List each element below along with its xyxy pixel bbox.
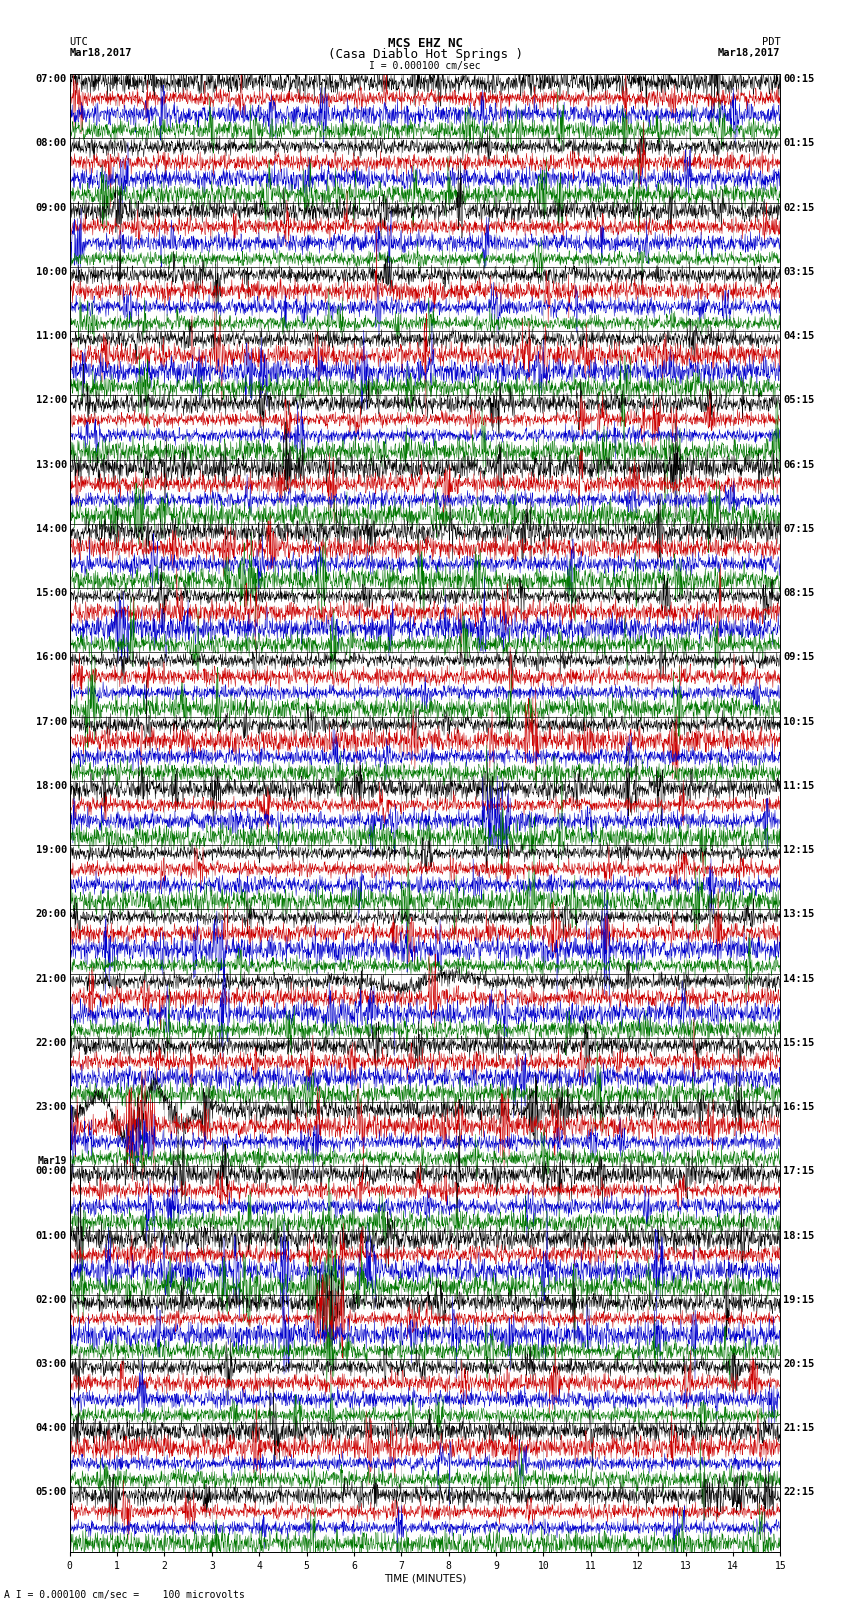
Text: 22:15: 22:15 [783, 1487, 814, 1497]
Text: 14:00: 14:00 [36, 524, 67, 534]
Text: UTC: UTC [70, 37, 88, 47]
Text: 18:00: 18:00 [36, 781, 67, 790]
Text: 05:15: 05:15 [783, 395, 814, 405]
Text: 05:00: 05:00 [36, 1487, 67, 1497]
X-axis label: TIME (MINUTES): TIME (MINUTES) [384, 1574, 466, 1584]
Text: MCS EHZ NC: MCS EHZ NC [388, 37, 462, 50]
Text: 19:15: 19:15 [783, 1295, 814, 1305]
Text: 00:00: 00:00 [36, 1166, 67, 1176]
Text: 09:00: 09:00 [36, 203, 67, 213]
Text: Mar18,2017: Mar18,2017 [70, 48, 133, 58]
Text: 04:15: 04:15 [783, 331, 814, 342]
Text: 04:00: 04:00 [36, 1423, 67, 1434]
Text: 08:00: 08:00 [36, 139, 67, 148]
Text: 12:15: 12:15 [783, 845, 814, 855]
Text: 15:00: 15:00 [36, 589, 67, 598]
Text: 20:00: 20:00 [36, 910, 67, 919]
Text: 01:15: 01:15 [783, 139, 814, 148]
Text: Mar19: Mar19 [37, 1157, 67, 1166]
Text: 06:15: 06:15 [783, 460, 814, 469]
Text: 14:15: 14:15 [783, 974, 814, 984]
Text: 16:15: 16:15 [783, 1102, 814, 1111]
Text: 22:00: 22:00 [36, 1037, 67, 1048]
Text: 13:00: 13:00 [36, 460, 67, 469]
Text: 09:15: 09:15 [783, 652, 814, 663]
Text: 21:15: 21:15 [783, 1423, 814, 1434]
Text: 19:00: 19:00 [36, 845, 67, 855]
Text: 23:00: 23:00 [36, 1102, 67, 1111]
Text: (Casa Diablo Hot Springs ): (Casa Diablo Hot Springs ) [327, 48, 523, 61]
Text: 10:00: 10:00 [36, 266, 67, 277]
Text: 13:15: 13:15 [783, 910, 814, 919]
Text: 02:00: 02:00 [36, 1295, 67, 1305]
Text: 08:15: 08:15 [783, 589, 814, 598]
Text: 20:15: 20:15 [783, 1360, 814, 1369]
Text: 11:00: 11:00 [36, 331, 67, 342]
Text: 21:00: 21:00 [36, 974, 67, 984]
Text: PDT: PDT [762, 37, 780, 47]
Text: 12:00: 12:00 [36, 395, 67, 405]
Text: 07:15: 07:15 [783, 524, 814, 534]
Text: I = 0.000100 cm/sec: I = 0.000100 cm/sec [369, 61, 481, 71]
Text: 03:15: 03:15 [783, 266, 814, 277]
Text: Mar18,2017: Mar18,2017 [717, 48, 780, 58]
Text: 10:15: 10:15 [783, 716, 814, 726]
Text: 17:15: 17:15 [783, 1166, 814, 1176]
Text: 01:00: 01:00 [36, 1231, 67, 1240]
Text: 18:15: 18:15 [783, 1231, 814, 1240]
Text: 00:15: 00:15 [783, 74, 814, 84]
Text: 03:00: 03:00 [36, 1360, 67, 1369]
Text: 16:00: 16:00 [36, 652, 67, 663]
Text: A I = 0.000100 cm/sec =    100 microvolts: A I = 0.000100 cm/sec = 100 microvolts [4, 1590, 245, 1600]
Text: 02:15: 02:15 [783, 203, 814, 213]
Text: 17:00: 17:00 [36, 716, 67, 726]
Text: 11:15: 11:15 [783, 781, 814, 790]
Text: 15:15: 15:15 [783, 1037, 814, 1048]
Text: 07:00: 07:00 [36, 74, 67, 84]
